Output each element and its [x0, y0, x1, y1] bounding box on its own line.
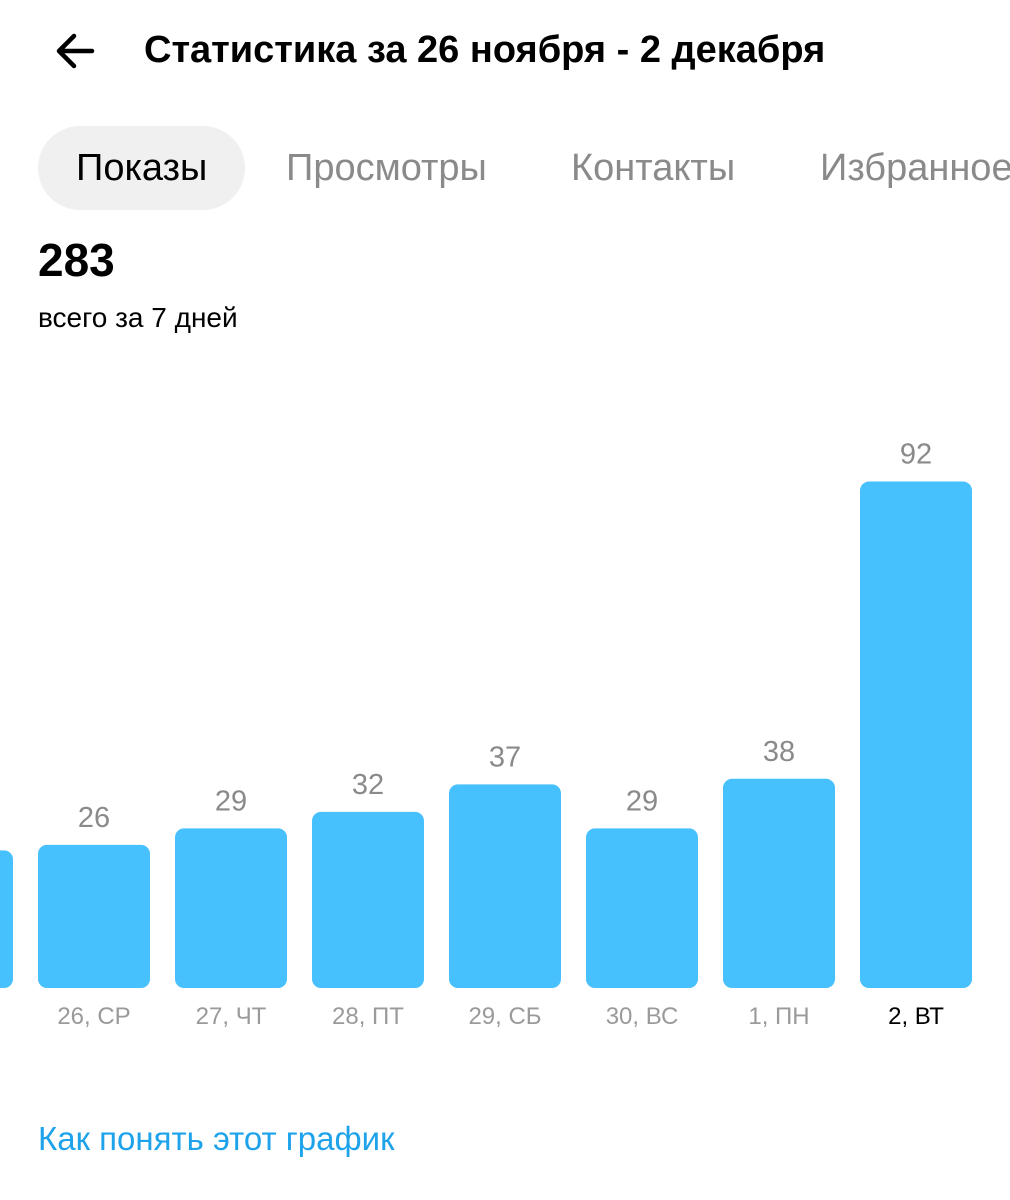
bar-value-label: 29 — [626, 785, 658, 817]
bar-value-label: 29 — [215, 785, 247, 817]
tab-bar: Показы Просмотры Контакты Избранное — [0, 126, 1010, 210]
back-button[interactable] — [50, 26, 100, 76]
bar[interactable] — [723, 778, 835, 988]
tab-favorites[interactable]: Избранное — [820, 147, 1010, 189]
bar-value-label: 92 — [900, 439, 932, 471]
bar[interactable] — [449, 784, 561, 988]
bar-value-label: 38 — [763, 736, 795, 768]
bar[interactable] — [175, 828, 287, 988]
bar-category-label: 27, ЧТ — [196, 1003, 267, 1030]
bar-value-label: 32 — [352, 769, 384, 801]
bar[interactable] — [860, 481, 972, 988]
bar-category-label: 2, ВТ — [888, 1003, 944, 1030]
bar-value-label: 26 — [78, 802, 110, 834]
arrow-left-icon — [56, 33, 95, 69]
total-caption: всего за 7 дней — [38, 302, 238, 333]
bar-category-label: 26, СР — [57, 1003, 130, 1030]
bar[interactable] — [586, 828, 698, 988]
tab-contacts[interactable]: Контакты — [571, 147, 736, 189]
bar-category-label: 1, ПН — [748, 1003, 809, 1030]
bar-category-label: 28, ПТ — [332, 1003, 404, 1030]
page-title: Статистика за 26 ноября - 2 декабря — [144, 29, 826, 71]
header: Статистика за 26 ноября - 2 декабря — [0, 0, 1010, 100]
bar[interactable] — [38, 844, 150, 988]
bar-category-label: 29, СБ — [468, 1003, 541, 1030]
bar-previous-partial — [0, 850, 13, 988]
bar-category-label: 30, ВС — [606, 1003, 679, 1030]
tab-impressions[interactable]: Показы — [38, 126, 246, 210]
bar[interactable] — [312, 811, 424, 988]
impressions-bar-chart: 26 26, СР 29 27, ЧТ 32 28, ПТ 37 29, СБ 29 30, ВС… — [0, 439, 972, 1030]
bar-value-label: 37 — [489, 741, 521, 773]
how-to-read-chart-link[interactable]: Как понять этот график — [38, 1120, 395, 1157]
tab-views[interactable]: Просмотры — [286, 147, 487, 189]
total-value: 283 — [38, 234, 115, 286]
